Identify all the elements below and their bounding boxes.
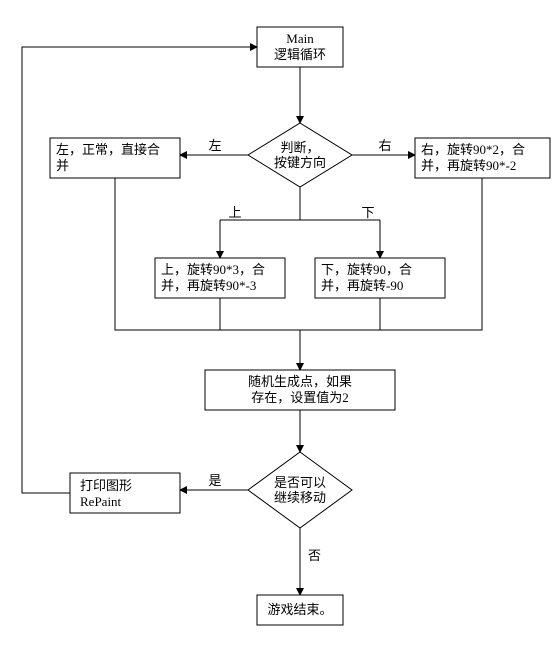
- node-down-line2: 并，再旋转-90: [321, 278, 403, 293]
- label-up: 上: [228, 205, 241, 220]
- label-down: 下: [361, 205, 374, 220]
- node-left-line1: 左，正常，直接合: [56, 142, 160, 157]
- node-repaint-line2: RePaint: [80, 494, 122, 509]
- node-canmove-line1: 是否可以: [274, 475, 326, 490]
- node-up-line2: 并，再旋转90*-3: [161, 278, 256, 293]
- label-left: 左: [208, 138, 221, 153]
- node-down-line1: 下，旋转90，合: [321, 262, 412, 277]
- label-no: 否: [308, 548, 321, 563]
- node-canmove-line2: 继续移动: [274, 490, 326, 505]
- label-yes: 是: [208, 473, 221, 488]
- node-gameover-line1: 游戏结束。: [267, 602, 332, 617]
- label-right: 右: [378, 138, 391, 153]
- node-main-line1: Main: [286, 31, 314, 46]
- edge-left-random: [115, 178, 220, 330]
- node-left-line2: 并: [56, 158, 69, 173]
- node-right-line2: 并，再旋转90*-2: [421, 158, 516, 173]
- node-up-line1: 上，旋转90*3，合: [161, 262, 265, 277]
- edge-right-random: [380, 178, 482, 330]
- node-random-line1: 随机生成点，如果: [248, 374, 352, 389]
- node-decide-line1: 判断，: [280, 140, 319, 155]
- node-decide-line2: 按键方向: [274, 155, 326, 170]
- node-repaint-line1: 打印图形: [80, 478, 132, 493]
- node-main-line2: 逻辑循环: [274, 47, 326, 62]
- node-random-line2: 存在，设置值为2: [251, 390, 349, 405]
- node-right-line1: 右，旋转90*2，合: [421, 142, 525, 157]
